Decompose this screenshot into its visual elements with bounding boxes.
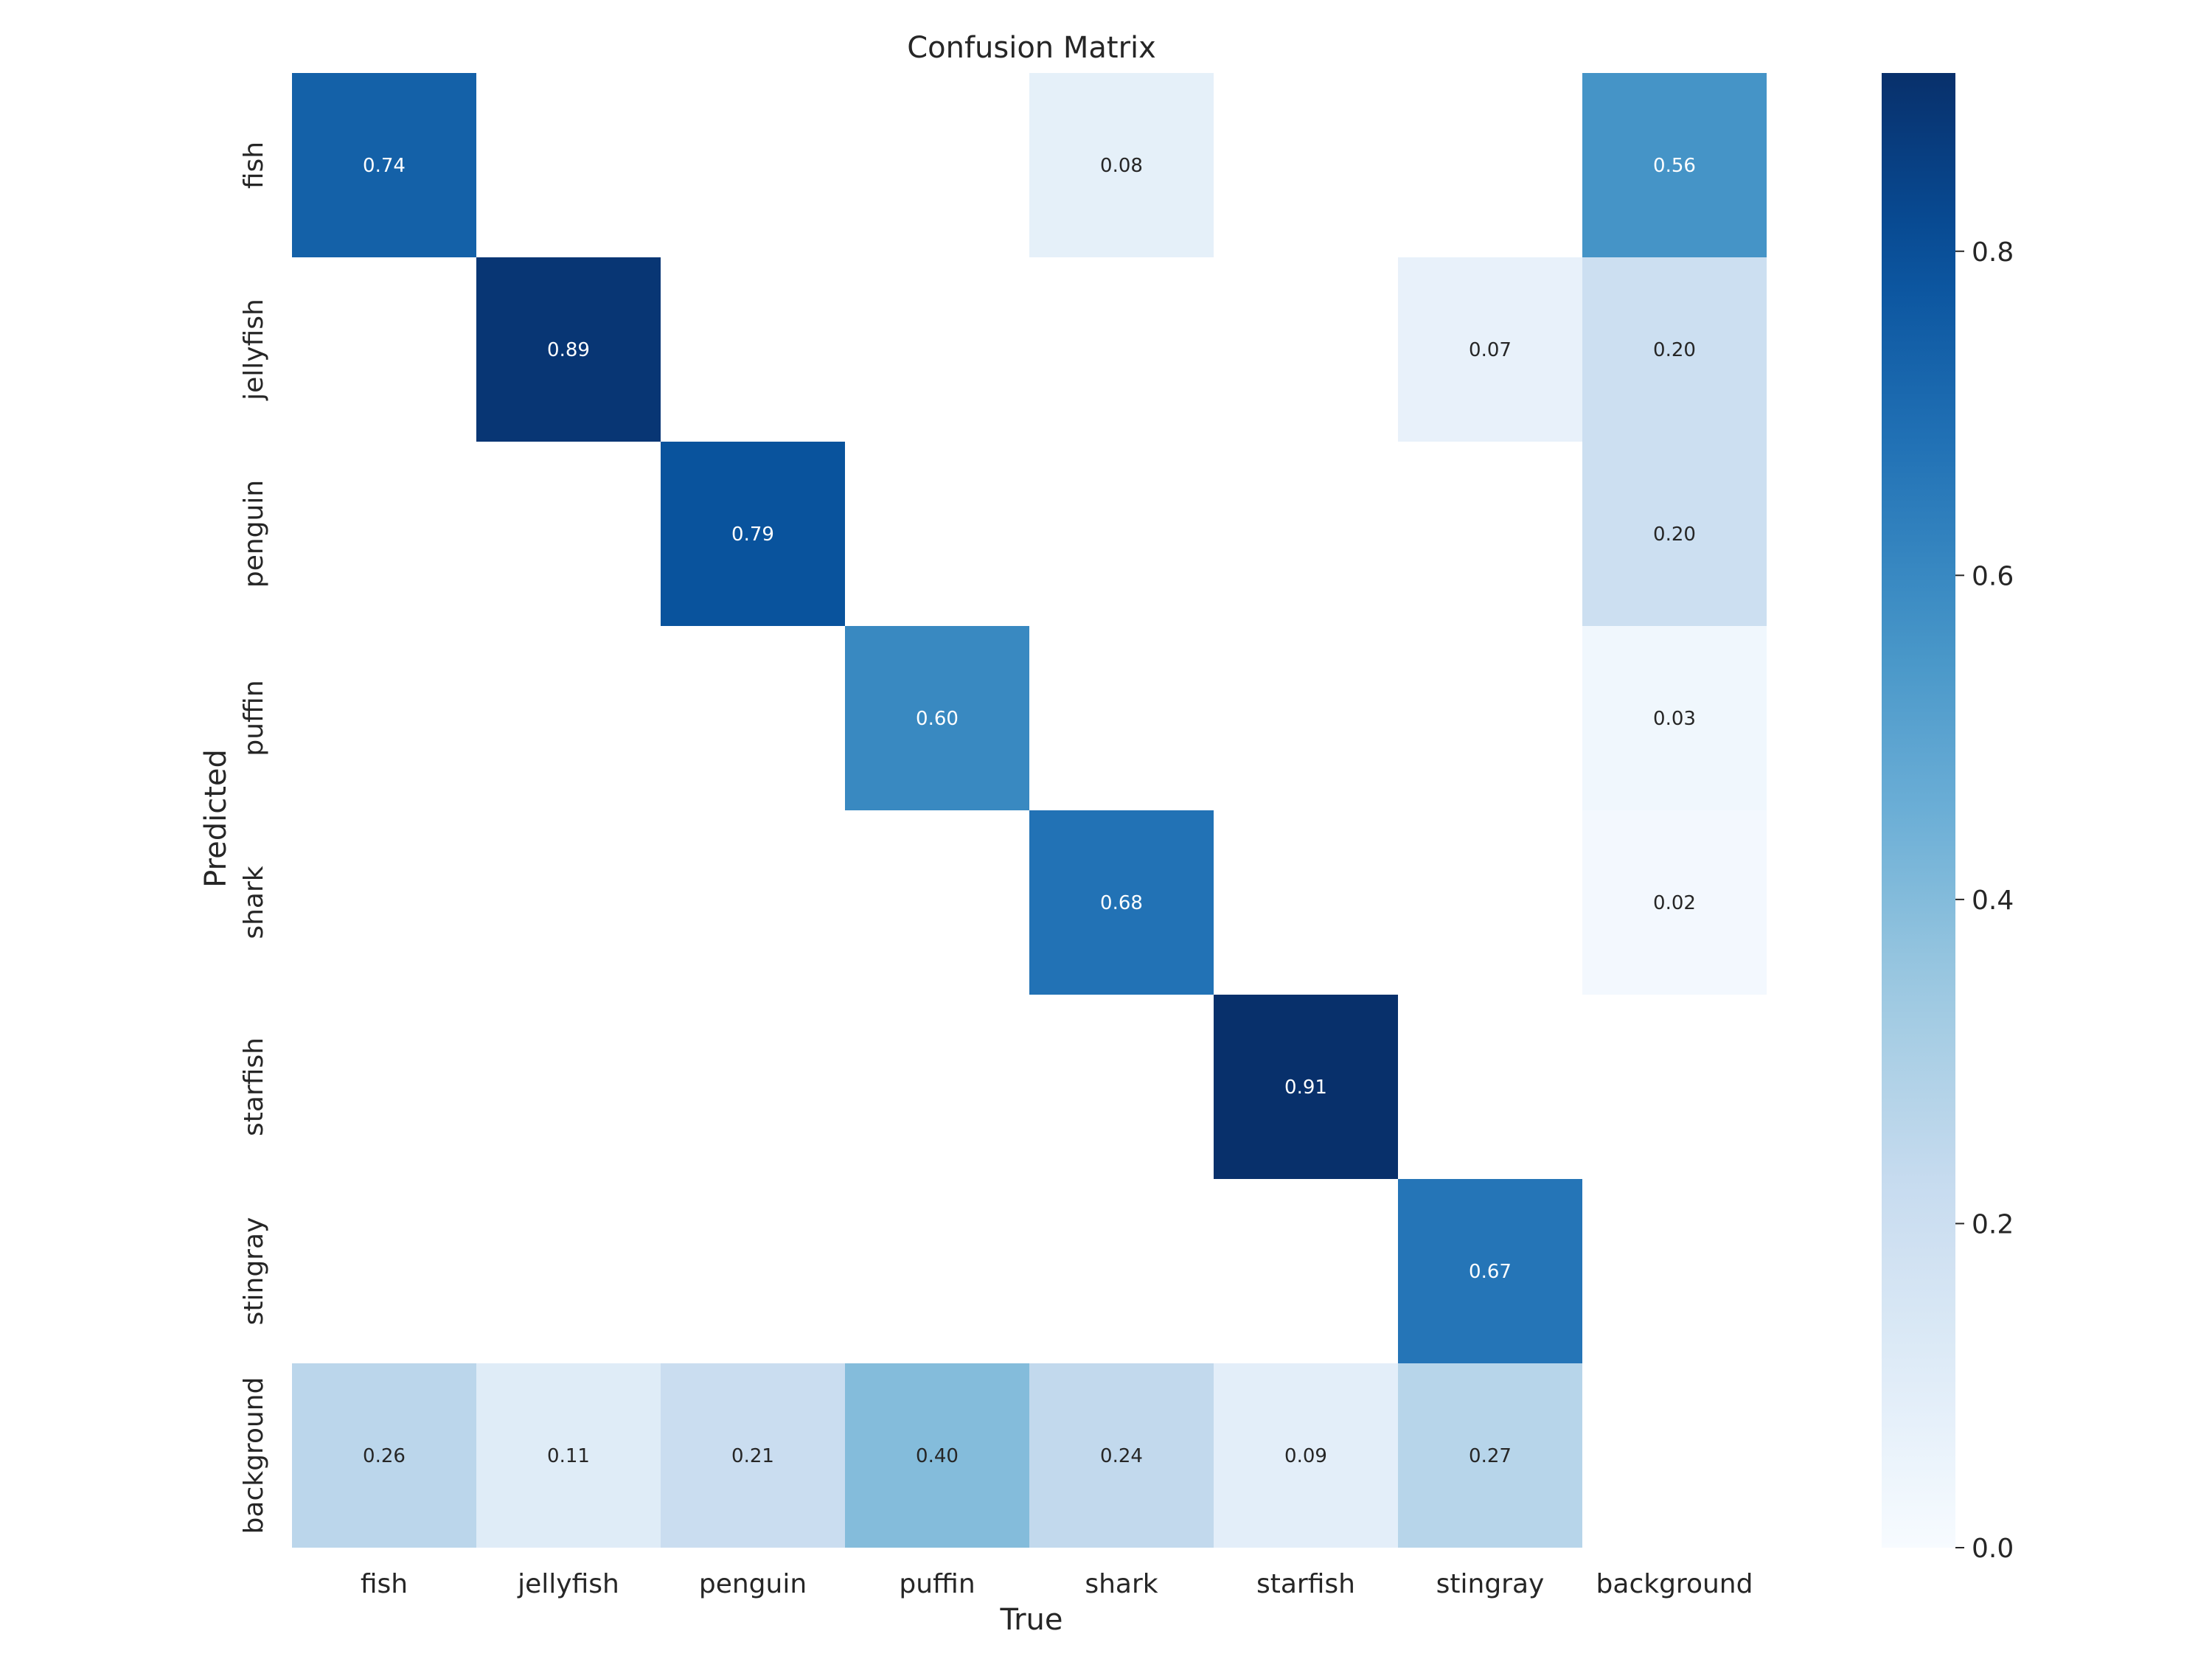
heatmap-cell [292,73,476,257]
heatmap-cell-label: 0.40 [916,1445,959,1467]
heatmap-cell [1582,73,1767,257]
heatmap-cell [845,626,1029,810]
heatmap-cell-label: 0.91 [1284,1077,1327,1099]
heatmap-cells [292,73,1767,1548]
heatmap-cell-label: 0.11 [547,1445,590,1467]
heatmap-cell [1214,1363,1398,1548]
heatmap-cell-label: 0.20 [1653,339,1696,361]
heatmap-cell [845,1363,1029,1548]
y-tick-label: starfish [239,1037,269,1136]
heatmap-cell [1398,257,1582,442]
x-tick-label: puffin [899,1569,975,1599]
x-tick-label: starfish [1256,1569,1355,1599]
heatmap-cell-label: 0.79 [731,524,774,546]
x-tick-label: fish [361,1569,408,1599]
heatmap-cell [1582,810,1767,995]
heatmap-cell-label: 0.20 [1653,524,1696,546]
colorbar-ticks: 0.0 0.2 0.4 0.6 0.8 [1955,237,2014,1564]
y-tick-label: background [239,1377,269,1534]
heatmap-cell [1029,1363,1214,1548]
heatmap-cell [1582,257,1767,442]
heatmap-cell-label: 0.67 [1469,1261,1512,1283]
colorbar-tick-label: 0.2 [1972,1209,2014,1239]
y-tick-label: stingray [239,1217,269,1326]
heatmap-cell [476,257,661,442]
x-tick-label: shark [1085,1569,1158,1599]
heatmap-cell-label: 0.60 [916,708,959,730]
heatmap-cell [1398,1363,1582,1548]
heatmap-cell-label: 0.03 [1653,708,1696,730]
colorbar-tick-label: 0.4 [1972,886,2014,916]
x-tick-label: stingray [1436,1569,1545,1599]
heatmap-cell [1582,442,1767,626]
heatmap-cell-label: 0.08 [1100,155,1143,177]
x-axis-label: True [1000,1603,1063,1637]
heatmap-cell-label: 0.26 [363,1445,406,1467]
heatmap-cell-label: 0.09 [1284,1445,1327,1467]
heatmap-cell-label: 0.24 [1100,1445,1143,1467]
y-tick-label: fish [239,142,269,189]
y-tick-label: jellyfish [239,299,269,401]
x-tick-label: background [1596,1569,1753,1599]
heatmap-cell-label: 0.74 [363,155,406,177]
heatmap-cell [1582,626,1767,810]
colorbar [1882,73,1955,1548]
heatmap-cell-label: 0.07 [1469,339,1512,361]
heatmap-cell [1029,73,1214,257]
heatmap-cell-label: 0.89 [547,339,590,361]
x-tick-label: jellyfish [517,1569,619,1599]
x-tick-labels: fish jellyfish penguin puffin shark starfish s… [361,1569,1753,1599]
colorbar-tick-label: 0.6 [1972,561,2014,591]
heatmap-cell [1398,1179,1582,1363]
heatmap-cell-labels: 0.74 0.08 0.56 0.89 0.07 0.20 0.79 0.20 0.60 0.03… [363,155,1696,1467]
heatmap-cell [661,1363,845,1548]
y-tick-label: puffin [239,680,269,756]
heatmap-cell-label: 0.02 [1653,892,1696,914]
colorbar-tick-label: 0.8 [1972,237,2014,268]
heatmap-cell [661,442,845,626]
chart-title: Confusion Matrix [907,31,1156,65]
heatmap-cell [1214,995,1398,1179]
heatmap-cell [292,1363,476,1548]
heatmap-cell-label: 0.68 [1100,892,1143,914]
x-tick-label: penguin [699,1569,807,1599]
heatmap-cell [1029,810,1214,995]
y-tick-label: penguin [239,480,269,588]
heatmap-cell-label: 0.21 [731,1445,774,1467]
heatmap-cell-label: 0.27 [1469,1445,1512,1467]
heatmap-cell-label: 0.56 [1653,155,1696,177]
y-axis-label: Predicted [199,749,233,888]
y-tick-labels: fish jellyfish penguin puffin shark starfish s… [239,142,269,1534]
y-tick-label: shark [239,866,269,939]
colorbar-tick-label: 0.0 [1972,1534,2014,1564]
heatmap-cell [476,1363,661,1548]
